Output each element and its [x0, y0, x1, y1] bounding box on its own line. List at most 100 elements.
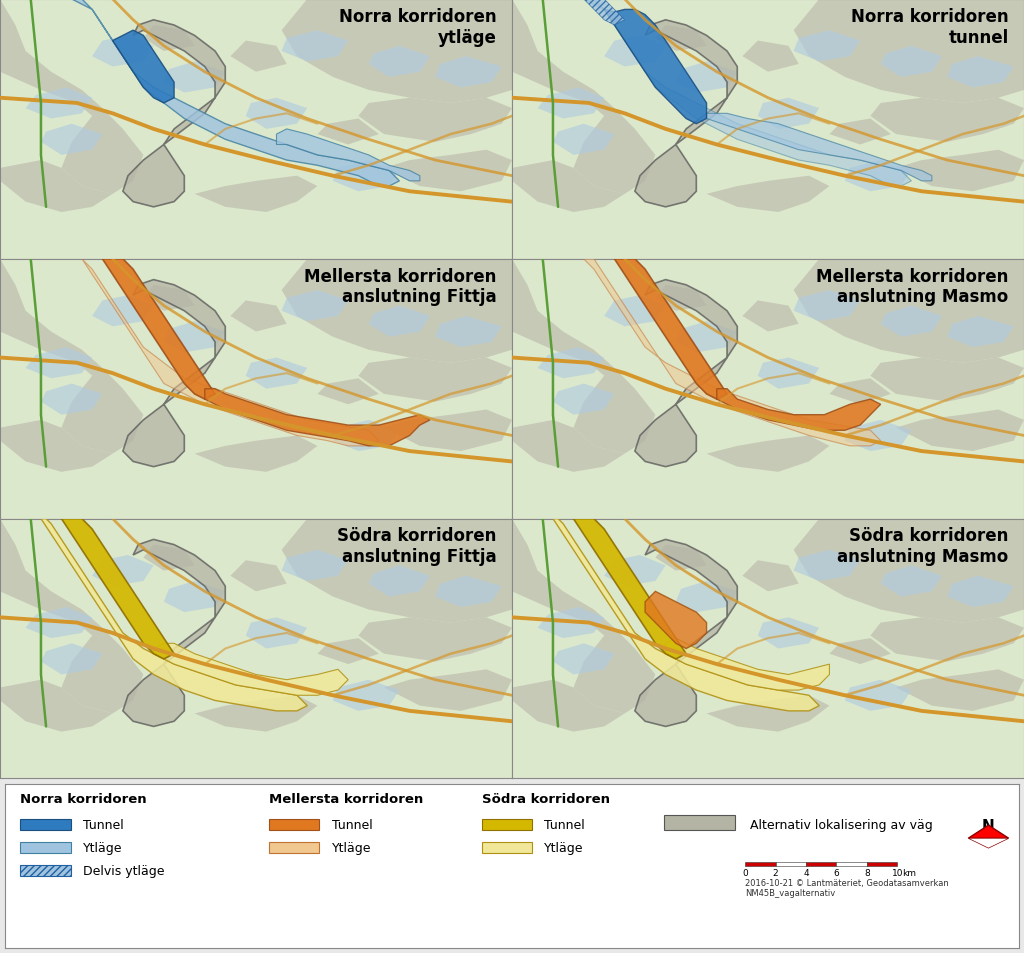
Text: Norra korridoren
tunnel: Norra korridoren tunnel [851, 8, 1009, 47]
Bar [745, 862, 775, 866]
Polygon shape [195, 696, 317, 732]
Text: Ytläge: Ytläge [332, 841, 371, 854]
Text: 4: 4 [803, 868, 809, 877]
Polygon shape [154, 643, 348, 696]
Text: Mellersta korridoren
anslutning Fittja: Mellersta korridoren anslutning Fittja [304, 268, 497, 306]
Polygon shape [635, 21, 737, 208]
Polygon shape [164, 581, 225, 613]
Polygon shape [794, 519, 1024, 623]
Text: 10: 10 [892, 868, 903, 877]
Polygon shape [881, 566, 942, 597]
Text: Södra korridoren: Södra korridoren [481, 793, 609, 805]
Polygon shape [0, 161, 113, 213]
Polygon shape [870, 98, 1024, 143]
Polygon shape [794, 259, 1024, 363]
Text: km: km [902, 868, 916, 877]
Polygon shape [164, 322, 225, 353]
Polygon shape [758, 98, 819, 130]
Polygon shape [553, 519, 819, 711]
Text: 2: 2 [773, 868, 778, 877]
Polygon shape [538, 348, 604, 379]
Polygon shape [896, 670, 1024, 711]
Polygon shape [655, 286, 707, 312]
Polygon shape [0, 519, 143, 714]
Polygon shape [947, 316, 1014, 348]
Polygon shape [333, 680, 399, 711]
Polygon shape [758, 358, 819, 390]
Polygon shape [676, 581, 737, 613]
Polygon shape [584, 0, 625, 26]
Text: Norra korridoren
ytläge: Norra korridoren ytläge [339, 8, 497, 47]
Polygon shape [742, 42, 799, 72]
Polygon shape [143, 286, 195, 312]
Polygon shape [794, 0, 1024, 104]
Polygon shape [676, 322, 737, 353]
Bar [866, 862, 897, 866]
Polygon shape [512, 420, 625, 473]
Polygon shape [369, 566, 430, 597]
Text: Södra korridoren
anslutning Fittja: Södra korridoren anslutning Fittja [337, 527, 497, 566]
Polygon shape [41, 519, 307, 711]
Polygon shape [666, 639, 829, 690]
Polygon shape [604, 295, 666, 327]
Polygon shape [0, 680, 113, 732]
Text: 8: 8 [864, 868, 869, 877]
Bar [806, 862, 837, 866]
Polygon shape [246, 358, 307, 390]
Text: Tunnel: Tunnel [83, 818, 124, 831]
Polygon shape [742, 560, 799, 592]
Polygon shape [794, 291, 860, 322]
Text: Tunnel: Tunnel [545, 818, 585, 831]
Polygon shape [553, 125, 614, 155]
Polygon shape [26, 89, 92, 119]
Polygon shape [282, 291, 348, 322]
Polygon shape [707, 436, 829, 473]
Text: Alternativ lokalisering av väg: Alternativ lokalisering av väg [751, 818, 933, 831]
Polygon shape [369, 47, 430, 78]
Text: Tunnel: Tunnel [332, 818, 373, 831]
Polygon shape [758, 618, 819, 649]
Polygon shape [317, 119, 379, 146]
Text: Ytläge: Ytläge [545, 841, 584, 854]
Polygon shape [358, 618, 512, 661]
Text: 0: 0 [742, 868, 749, 877]
Polygon shape [0, 259, 143, 455]
Polygon shape [538, 607, 604, 639]
Polygon shape [584, 0, 911, 187]
Polygon shape [41, 643, 102, 675]
Polygon shape [164, 62, 225, 93]
Text: Norra korridoren: Norra korridoren [20, 793, 147, 805]
Polygon shape [384, 410, 512, 452]
Polygon shape [230, 560, 287, 592]
Polygon shape [512, 519, 655, 714]
Polygon shape [512, 680, 625, 732]
Polygon shape [92, 295, 154, 327]
Polygon shape [655, 545, 707, 571]
Polygon shape [896, 151, 1024, 193]
Polygon shape [435, 57, 502, 89]
Polygon shape [384, 670, 512, 711]
Text: N: N [982, 818, 995, 833]
Polygon shape [113, 31, 174, 104]
Polygon shape [969, 839, 1009, 848]
Bar [20, 864, 71, 876]
Polygon shape [512, 259, 655, 455]
Polygon shape [230, 301, 287, 333]
Polygon shape [829, 379, 891, 405]
Polygon shape [143, 26, 195, 51]
Polygon shape [614, 259, 727, 399]
Polygon shape [512, 0, 655, 194]
Bar [268, 819, 319, 830]
Polygon shape [845, 161, 911, 193]
Polygon shape [0, 420, 113, 473]
Polygon shape [435, 577, 502, 607]
Polygon shape [282, 550, 348, 581]
Polygon shape [794, 550, 860, 581]
Polygon shape [246, 98, 307, 130]
Polygon shape [333, 161, 399, 193]
Text: 2016-10-21 © Lantmäteriet, Geodatasamverkan
NM45B_vagalternativ: 2016-10-21 © Lantmäteriet, Geodatasamver… [745, 878, 949, 897]
Polygon shape [707, 696, 829, 732]
Polygon shape [707, 114, 932, 182]
Polygon shape [72, 0, 399, 187]
Bar [665, 816, 735, 830]
